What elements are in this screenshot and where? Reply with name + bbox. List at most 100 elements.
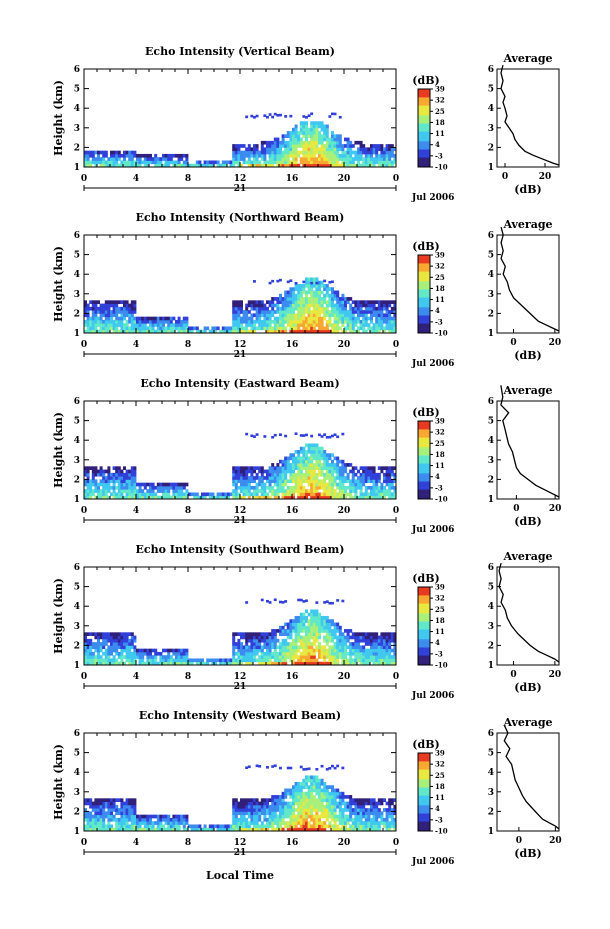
heatmap-cell: [284, 642, 288, 646]
heatmap-cell: [260, 306, 264, 311]
heatmap-cell: [271, 655, 275, 659]
heatmap-cell: [289, 489, 293, 493]
heatmap-cell: [357, 306, 360, 311]
heatmap-cell: [388, 479, 392, 484]
heatmap-cell: [312, 635, 316, 640]
heatmap-cell: [273, 479, 277, 484]
colorbar-swatch: [418, 113, 430, 116]
heatmap-cell: [323, 160, 327, 165]
heatmap-cell: [328, 635, 332, 640]
heatmap-cell: [315, 648, 319, 653]
heatmap-cell: [237, 323, 241, 327]
heatmap-cell: [247, 661, 251, 666]
heatmap-cell: [201, 329, 204, 334]
heatmap-cell: [162, 482, 165, 487]
heatmap-cell: [268, 466, 272, 470]
heatmap-cell: [318, 150, 321, 155]
heatmap-cell: [182, 153, 186, 158]
heatmap-cell: [245, 313, 249, 318]
heatmap-cell: [318, 485, 321, 490]
heatmap-cell: [120, 827, 124, 832]
heatmap-cell: [279, 323, 282, 327]
heatmap-cell: [294, 319, 298, 324]
colorbar-tick-label: -3: [435, 649, 443, 658]
heatmap-cell: [180, 489, 184, 493]
colorbar-frame: [417, 586, 431, 666]
heatmap-cell: [247, 798, 251, 802]
heatmap-cell: [263, 489, 267, 493]
x-tick-label: 4: [133, 672, 139, 682]
heatmap-cell: [323, 658, 327, 663]
heatmap-cell: [172, 651, 176, 656]
heatmap-cell: [250, 651, 254, 656]
heatmap-cell: [299, 629, 303, 633]
heatmap-cell: [107, 303, 111, 308]
heatmap-cell: [112, 163, 116, 168]
heatmap-cell: [263, 163, 267, 168]
heatmap-cell: [354, 466, 358, 470]
avg-y-tick-label: 3: [488, 124, 494, 134]
heatmap-cell: [281, 472, 285, 477]
colorbar-swatch: [418, 432, 430, 435]
heatmap-cell: [149, 319, 152, 324]
heatmap-cell: [164, 326, 168, 331]
heatmap-cell: [292, 472, 295, 477]
y-axis-label: Height (km): [52, 412, 65, 488]
heatmap-cell: [388, 466, 392, 470]
heatmap-cell: [367, 157, 371, 161]
heatmap-cell: [279, 824, 282, 829]
heatmap-cell: [123, 472, 126, 477]
heatmap-cell: [130, 476, 134, 480]
heatmap-cell: [115, 648, 119, 653]
heatmap-cell: [297, 482, 301, 487]
heatmap-cell: [198, 824, 202, 829]
heatmap-cell: [375, 150, 379, 155]
colorbar-swatch: [418, 648, 430, 651]
colorbar-swatch: [418, 639, 430, 641]
heatmap-cell: [99, 642, 103, 646]
heatmap-cell: [258, 300, 262, 304]
heatmap-cell: [258, 824, 262, 829]
heatmap-cell: [351, 300, 355, 304]
heatmap-cell: [305, 642, 308, 646]
heatmap-cell: [299, 485, 303, 490]
heatmap-cell: [125, 814, 129, 819]
heatmap-cell: [94, 808, 98, 812]
heatmap-cell: [143, 827, 147, 832]
heatmap-cell: [128, 658, 132, 663]
heatmap-cell: [273, 635, 277, 640]
heatmap-cell: [357, 326, 360, 331]
heatmap-cell: [289, 153, 293, 158]
heatmap-cell: [177, 827, 181, 832]
heatmap-cell: [273, 147, 277, 152]
heatmap-cell: [393, 319, 397, 324]
heatmap-cell: [341, 479, 345, 484]
heatmap-cell: [229, 160, 233, 165]
heatmap-cell: [318, 433, 321, 437]
heatmap-cell: [266, 801, 269, 806]
heatmap-cell: [86, 160, 90, 165]
heatmap-cell: [357, 638, 360, 643]
heatmap-cell: [128, 326, 132, 331]
heatmap-cell: [258, 479, 262, 484]
heatmap-cell: [273, 651, 277, 656]
heatmap-cell: [107, 469, 111, 474]
heatmap-cell: [169, 160, 173, 165]
heatmap-cell: [357, 469, 360, 474]
heatmap-cell: [104, 306, 108, 311]
heatmap-cell: [255, 798, 259, 802]
heatmap-cell: [357, 658, 360, 663]
heatmap-cell: [380, 144, 384, 148]
heatmap-cell: [346, 645, 350, 650]
heatmap-cell: [390, 632, 394, 636]
heatmap-cell: [128, 316, 132, 321]
heatmap-cell: [110, 326, 113, 331]
heatmap-cell: [271, 319, 275, 324]
colorbar-swatch: [418, 93, 430, 96]
heatmap-cell: [255, 827, 259, 832]
heatmap-cell: [276, 323, 280, 327]
heatmap-cell: [375, 635, 379, 640]
heatmap-cell: [97, 316, 100, 321]
heatmap-cell: [312, 316, 316, 321]
heatmap-cell: [284, 495, 288, 500]
